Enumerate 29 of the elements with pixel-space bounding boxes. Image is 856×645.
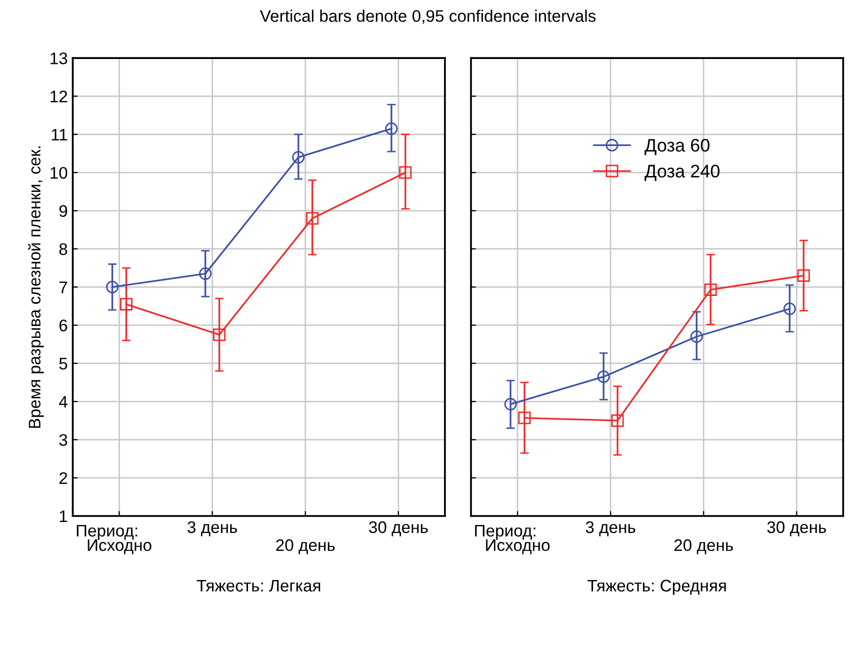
y-axis-title: Время разрыва слезной пленки, сек. [28,146,44,428]
x-tick-label: 30 день [369,521,428,536]
y-tick-label: 11 [52,128,68,140]
text: Период: [76,524,138,540]
y-tick-label: 12 [50,90,68,102]
x-axis-title: Тяжесть: Легкая [196,580,320,592]
y-tick-label: 5 [59,358,68,370]
y-tick-label: 6 [59,320,68,332]
x-tick-label: 20 день [674,539,733,554]
y-tick-label: 9 [59,205,68,217]
x-tick-label: 30 день [767,521,826,536]
y-tick-label: 7 [59,282,68,294]
y-tick-label: 8 [59,243,68,256]
y-tick-label: 13 [50,52,68,64]
legend-label: Доза 60 [644,138,710,156]
x-tick-label: 3 день [586,521,636,536]
y-tick-label: 1 [60,510,68,522]
y-tick-label: 10 [50,166,68,179]
x-tick-label: 3 день [188,521,238,536]
y-tick-label: 3 [59,434,68,446]
y-tick-label: 2 [59,472,68,484]
legend-label: Доза 240 [644,164,720,181]
x-tick-label: 20 день [276,539,335,554]
text: Период: [475,524,536,540]
x-tick-label: Исходно [486,539,550,554]
y-tick-label: 4 [59,396,68,408]
x-tick-label: Исходно [88,539,152,554]
chart-title: Vertical bars denote 0,95 confidence intervals [260,10,596,24]
x-axis-title: Тяжесть: Средняя [588,580,726,595]
